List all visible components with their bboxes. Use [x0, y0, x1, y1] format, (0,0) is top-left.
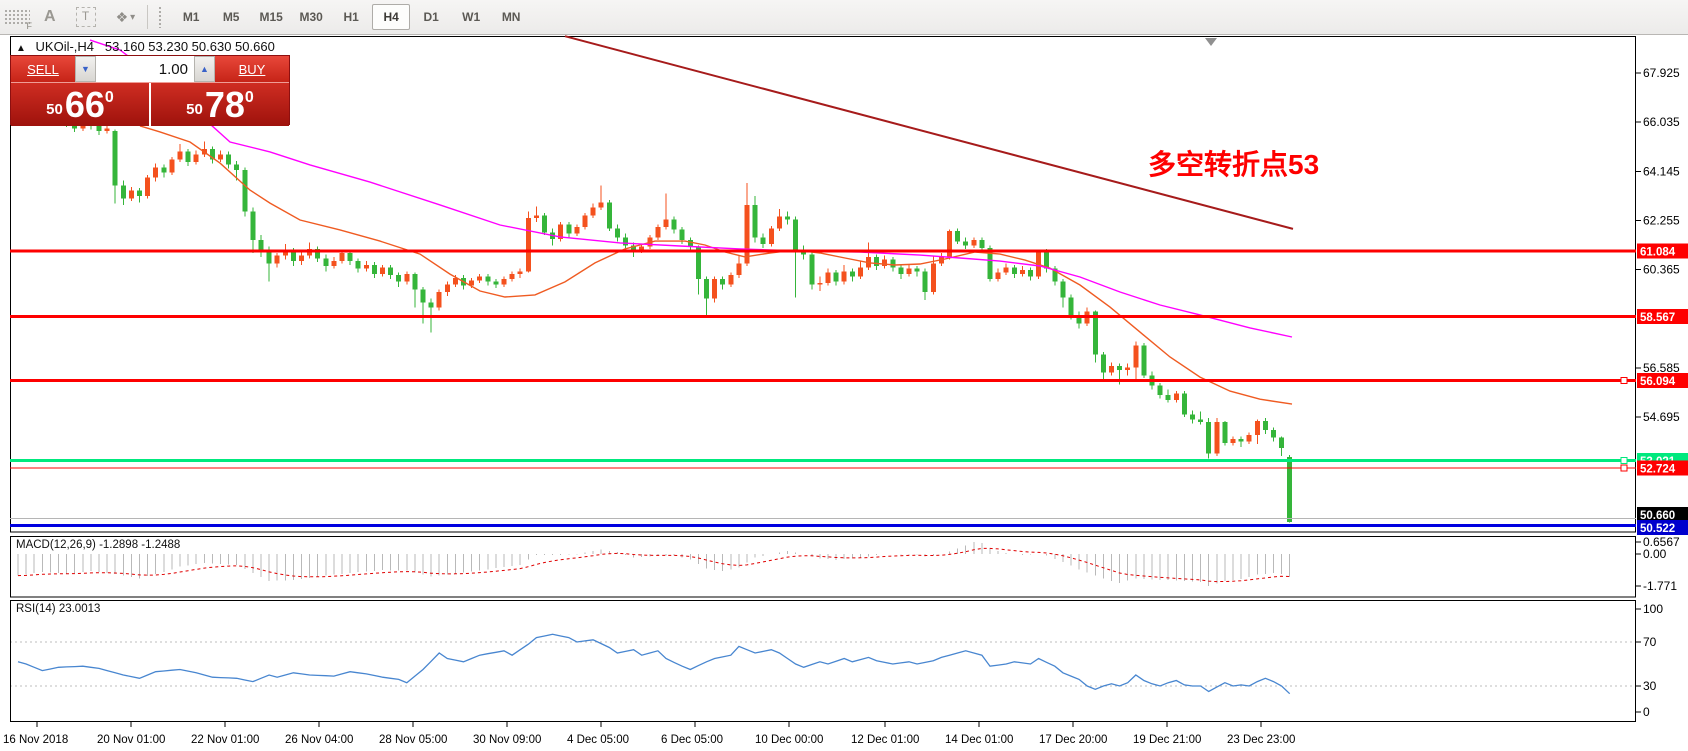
rsi-axis-label: 70 — [1643, 635, 1657, 649]
buy-button[interactable]: BUY — [215, 56, 289, 82]
sell-button[interactable]: SELL — [11, 56, 75, 82]
price-axis-label: 54.695 — [1643, 410, 1680, 424]
grip-letter: F — [26, 21, 33, 31]
price-axis-label: 66.035 — [1643, 115, 1680, 129]
text-box-tool-icon[interactable]: T — [75, 7, 96, 27]
time-axis-label: 30 Nov 09:00 — [473, 734, 541, 746]
price-axis-label: 60.365 — [1643, 263, 1680, 277]
macd-indicator-label: MACD(12,26,9) -1.2898 -1.2488 — [16, 539, 181, 551]
time-axis-label: 20 Nov 01:00 — [97, 734, 165, 746]
timeframe-button-group: M1 M5 M15 M30 H1 H4 D1 W1 MN — [171, 4, 531, 30]
timeframe-button-d1[interactable]: D1 — [423, 10, 439, 24]
timeframe-button-m30[interactable]: M30 — [299, 10, 323, 24]
price-badge: 61.084 — [1637, 243, 1688, 259]
toolbar-separator — [147, 5, 149, 29]
hline-handle[interactable] — [1620, 377, 1628, 385]
chart-title: ▲ UKOil-,H4 53.160 53.230 50.630 50.660 — [16, 39, 275, 54]
ask-pip: 0 — [244, 88, 254, 106]
ma-fast-line — [139, 125, 1293, 405]
text-label-tool-icon[interactable]: A — [44, 8, 56, 25]
svg-text:56.094: 56.094 — [1640, 376, 1676, 388]
price-axis-label: 62.255 — [1643, 213, 1680, 227]
time-axis-label: 22 Nov 01:00 — [191, 734, 259, 746]
volume-increase-button[interactable]: ▲ — [194, 56, 215, 82]
macd-axis-label: -1.771 — [1643, 579, 1677, 593]
macd-axis-label: 0.00 — [1643, 547, 1667, 561]
price-badge: 50.522 — [1637, 520, 1688, 535]
svg-text:61.084: 61.084 — [1640, 246, 1676, 258]
horizontal-lines-layer — [10, 249, 1636, 527]
timeframe-button-m15[interactable]: M15 — [259, 10, 283, 24]
timeframe-group-handle-icon[interactable] — [158, 6, 164, 28]
time-axis-label: 16 Nov 2018 — [3, 734, 68, 746]
timeframe-button-h4[interactable]: H4 — [372, 4, 411, 30]
pane-frames — [10, 36, 1636, 722]
price-badge: 50.660 — [1637, 507, 1688, 522]
volume-input[interactable] — [96, 56, 194, 82]
shapes-tool-icon[interactable]: ❖ — [115, 8, 129, 25]
time-axis-label: 19 Dec 21:00 — [1133, 734, 1201, 746]
time-axis-label: 10 Dec 00:00 — [755, 734, 823, 746]
hline-handle[interactable] — [1620, 457, 1628, 465]
toolbar-drag-handle-icon[interactable]: F — [4, 9, 32, 31]
bid-prefix: 50 — [46, 101, 63, 118]
bid-pip: 0 — [104, 88, 114, 106]
price-badge: 58.567 — [1637, 308, 1688, 324]
shapes-dropdown-caret-icon[interactable]: ▾ — [130, 11, 136, 23]
time-axis-label: 12 Dec 01:00 — [851, 734, 919, 746]
timeframe-button-m5[interactable]: M5 — [222, 10, 240, 24]
macd-axis-label: 0.6567 — [1643, 535, 1680, 549]
time-axis-label: 23 Dec 23:00 — [1227, 734, 1295, 746]
timeframe-button-mn[interactable]: MN — [501, 10, 521, 24]
time-axis-label: 26 Nov 04:00 — [285, 734, 353, 746]
rsi-line — [17, 633, 1291, 695]
ma-slow-line — [89, 39, 1293, 338]
timeframe-button-h1[interactable]: H1 — [343, 10, 359, 24]
sell-price-display[interactable]: 50 66 0 — [11, 83, 151, 126]
time-axis[interactable]: 16 Nov 2018 20 Nov 01:00 22 Nov 01:00 26 No… — [3, 722, 1295, 746]
volume-decrease-button[interactable]: ▼ — [75, 56, 96, 82]
bid-main: 66 — [64, 83, 105, 125]
svg-text:50.660: 50.660 — [1640, 510, 1675, 522]
descending-trend-line[interactable] — [564, 35, 1294, 230]
rsi-axis-label: 0 — [1643, 705, 1650, 719]
rsi-axis-label: 30 — [1643, 679, 1657, 693]
macd-layer — [17, 542, 1291, 586]
time-axis-label: 14 Dec 01:00 — [945, 734, 1013, 746]
svg-text:50.522: 50.522 — [1640, 523, 1675, 535]
svg-text:52.724: 52.724 — [1640, 464, 1676, 476]
rsi-axis-label: 100 — [1643, 602, 1663, 616]
svg-text:58.567: 58.567 — [1640, 312, 1675, 324]
ask-main: 78 — [204, 83, 245, 125]
toolbar: F A T ❖ ▾ M1 M5 M15 M30 H1 H4 D1 W1 MN — [0, 0, 1688, 35]
symbol-period-label: UKOil-,H4 — [35, 39, 95, 54]
timeframe-button-m1[interactable]: M1 — [182, 10, 200, 24]
price-axis-label: 67.925 — [1643, 66, 1680, 80]
time-axis-label: 6 Dec 05:00 — [661, 734, 723, 746]
one-click-trading-panel: SELL ▼ ▲ BUY 50 66 0 50 78 0 — [10, 55, 290, 126]
time-axis-label: 4 Dec 05:00 — [567, 734, 629, 746]
rsi-layer — [11, 633, 1635, 695]
time-axis-label: 17 Dec 20:00 — [1039, 734, 1107, 746]
rsi-indicator-label: RSI(14) 23.0013 — [16, 603, 101, 615]
chinese-annotation: 多空转折点53 — [1148, 148, 1319, 180]
candles-layer — [15, 39, 1293, 523]
timeframe-button-w1[interactable]: W1 — [462, 10, 481, 24]
ohlc-values: 53.160 53.230 50.630 50.660 — [104, 39, 275, 54]
time-axis-label: 28 Nov 05:00 — [379, 734, 447, 746]
price-axis-label: 56.585 — [1643, 361, 1680, 375]
hline-handle[interactable] — [1620, 464, 1628, 472]
price-axis[interactable]: 67.925 66.035 64.145 62.255 60.365 56.585 54.6… — [1636, 66, 1688, 719]
price-badge: 56.094 — [1637, 373, 1688, 389]
price-axis-label: 64.145 — [1643, 164, 1680, 178]
price-badge: 52.724 — [1637, 460, 1688, 476]
buy-price-display[interactable]: 50 78 0 — [151, 83, 289, 126]
collapse-trade-panel-arrow-icon[interactable]: ▲ — [16, 43, 26, 54]
ask-prefix: 50 — [186, 101, 203, 118]
autoscroll-marker-icon[interactable] — [1205, 38, 1217, 46]
macd-signal-line — [17, 547, 1290, 583]
